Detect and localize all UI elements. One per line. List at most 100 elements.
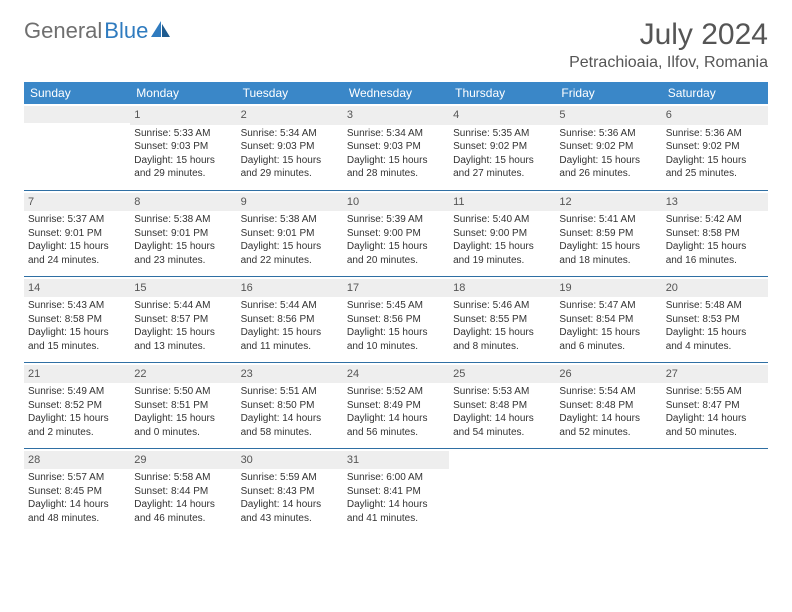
detail-line: and 46 minutes. — [134, 512, 232, 526]
day-details: Sunrise: 5:49 AMSunset: 8:52 PMDaylight:… — [28, 385, 126, 439]
calendar-week-row: 1Sunrise: 5:33 AMSunset: 9:03 PMDaylight… — [24, 104, 768, 190]
calendar-table: Sunday Monday Tuesday Wednesday Thursday… — [24, 82, 768, 534]
calendar-day-cell: 3Sunrise: 5:34 AMSunset: 9:03 PMDaylight… — [343, 104, 449, 190]
detail-line: Sunrise: 5:35 AM — [453, 127, 551, 141]
month-title: July 2024 — [569, 18, 768, 52]
calendar-day-cell: 14Sunrise: 5:43 AMSunset: 8:58 PMDayligh… — [24, 276, 130, 362]
detail-line: Sunrise: 5:38 AM — [134, 213, 232, 227]
detail-line: Sunset: 9:02 PM — [666, 140, 764, 154]
detail-line: Daylight: 15 hours — [453, 326, 551, 340]
detail-line: Sunrise: 5:40 AM — [453, 213, 551, 227]
day-details: Sunrise: 5:36 AMSunset: 9:02 PMDaylight:… — [666, 127, 764, 181]
detail-line: Daylight: 15 hours — [134, 240, 232, 254]
day-number: 21 — [24, 365, 130, 384]
detail-line: and 29 minutes. — [134, 167, 232, 181]
weekday-header: Tuesday — [237, 82, 343, 104]
calendar-day-cell: 7Sunrise: 5:37 AMSunset: 9:01 PMDaylight… — [24, 190, 130, 276]
detail-line: Sunset: 8:55 PM — [453, 313, 551, 327]
day-number: 31 — [343, 451, 449, 470]
day-details: Sunrise: 5:51 AMSunset: 8:50 PMDaylight:… — [241, 385, 339, 439]
detail-line: Daylight: 15 hours — [347, 154, 445, 168]
detail-line: Sunset: 9:03 PM — [241, 140, 339, 154]
day-number: 9 — [237, 193, 343, 212]
day-details: Sunrise: 5:59 AMSunset: 8:43 PMDaylight:… — [241, 471, 339, 525]
empty-day-header — [24, 106, 130, 123]
calendar-day-cell: 26Sunrise: 5:54 AMSunset: 8:48 PMDayligh… — [555, 362, 661, 448]
detail-line: Sunrise: 5:34 AM — [347, 127, 445, 141]
detail-line: Daylight: 15 hours — [453, 154, 551, 168]
detail-line: Sunset: 9:03 PM — [134, 140, 232, 154]
location-label: Petrachioaia, Ilfov, Romania — [569, 54, 768, 72]
calendar-day-cell: 21Sunrise: 5:49 AMSunset: 8:52 PMDayligh… — [24, 362, 130, 448]
day-number: 24 — [343, 365, 449, 384]
detail-line: Sunrise: 5:46 AM — [453, 299, 551, 313]
detail-line: and 10 minutes. — [347, 340, 445, 354]
detail-line: Sunrise: 5:52 AM — [347, 385, 445, 399]
logo-text-gray: General — [24, 18, 102, 44]
weekday-header: Friday — [555, 82, 661, 104]
detail-line: Sunrise: 5:36 AM — [666, 127, 764, 141]
day-number: 8 — [130, 193, 236, 212]
day-number: 10 — [343, 193, 449, 212]
detail-line: and 13 minutes. — [134, 340, 232, 354]
day-number: 2 — [237, 106, 343, 125]
calendar-day-cell: 1Sunrise: 5:33 AMSunset: 9:03 PMDaylight… — [130, 104, 236, 190]
detail-line: Sunrise: 5:47 AM — [559, 299, 657, 313]
detail-line: and 11 minutes. — [241, 340, 339, 354]
detail-line: and 50 minutes. — [666, 426, 764, 440]
detail-line: and 27 minutes. — [453, 167, 551, 181]
day-details: Sunrise: 6:00 AMSunset: 8:41 PMDaylight:… — [347, 471, 445, 525]
calendar-day-cell: 9Sunrise: 5:38 AMSunset: 9:01 PMDaylight… — [237, 190, 343, 276]
detail-line: Daylight: 15 hours — [241, 326, 339, 340]
day-details: Sunrise: 5:33 AMSunset: 9:03 PMDaylight:… — [134, 127, 232, 181]
detail-line: Sunrise: 5:41 AM — [559, 213, 657, 227]
day-number: 30 — [237, 451, 343, 470]
detail-line: Sunrise: 6:00 AM — [347, 471, 445, 485]
calendar-day-cell: 10Sunrise: 5:39 AMSunset: 9:00 PMDayligh… — [343, 190, 449, 276]
detail-line: and 56 minutes. — [347, 426, 445, 440]
day-number: 28 — [24, 451, 130, 470]
detail-line: Daylight: 15 hours — [453, 240, 551, 254]
detail-line: Daylight: 15 hours — [28, 240, 126, 254]
detail-line: and 6 minutes. — [559, 340, 657, 354]
calendar-day-cell: 24Sunrise: 5:52 AMSunset: 8:49 PMDayligh… — [343, 362, 449, 448]
calendar-page: GeneralBlue July 2024 Petrachioaia, Ilfo… — [0, 0, 792, 552]
detail-line: Sunrise: 5:33 AM — [134, 127, 232, 141]
day-details: Sunrise: 5:34 AMSunset: 9:03 PMDaylight:… — [241, 127, 339, 181]
calendar-day-cell: 13Sunrise: 5:42 AMSunset: 8:58 PMDayligh… — [662, 190, 768, 276]
day-number: 29 — [130, 451, 236, 470]
detail-line: Daylight: 15 hours — [666, 326, 764, 340]
calendar-day-cell: 18Sunrise: 5:46 AMSunset: 8:55 PMDayligh… — [449, 276, 555, 362]
calendar-day-cell: 8Sunrise: 5:38 AMSunset: 9:01 PMDaylight… — [130, 190, 236, 276]
day-details: Sunrise: 5:57 AMSunset: 8:45 PMDaylight:… — [28, 471, 126, 525]
day-number: 16 — [237, 279, 343, 298]
detail-line: Sunset: 8:50 PM — [241, 399, 339, 413]
day-number: 26 — [555, 365, 661, 384]
detail-line: Daylight: 15 hours — [134, 326, 232, 340]
detail-line: Daylight: 15 hours — [134, 412, 232, 426]
calendar-week-row: 28Sunrise: 5:57 AMSunset: 8:45 PMDayligh… — [24, 448, 768, 534]
calendar-header-row: Sunday Monday Tuesday Wednesday Thursday… — [24, 82, 768, 104]
day-details: Sunrise: 5:44 AMSunset: 8:57 PMDaylight:… — [134, 299, 232, 353]
calendar-day-cell: 15Sunrise: 5:44 AMSunset: 8:57 PMDayligh… — [130, 276, 236, 362]
calendar-day-cell — [555, 448, 661, 534]
detail-line: Sunrise: 5:55 AM — [666, 385, 764, 399]
calendar-day-cell: 19Sunrise: 5:47 AMSunset: 8:54 PMDayligh… — [555, 276, 661, 362]
detail-line: Sunset: 8:41 PM — [347, 485, 445, 499]
detail-line: Sunset: 8:48 PM — [559, 399, 657, 413]
detail-line: and 52 minutes. — [559, 426, 657, 440]
calendar-day-cell: 11Sunrise: 5:40 AMSunset: 9:00 PMDayligh… — [449, 190, 555, 276]
calendar-day-cell: 30Sunrise: 5:59 AMSunset: 8:43 PMDayligh… — [237, 448, 343, 534]
detail-line: and 43 minutes. — [241, 512, 339, 526]
detail-line: Sunset: 8:45 PM — [28, 485, 126, 499]
detail-line: and 15 minutes. — [28, 340, 126, 354]
day-number: 20 — [662, 279, 768, 298]
detail-line: Sunrise: 5:48 AM — [666, 299, 764, 313]
detail-line: and 41 minutes. — [347, 512, 445, 526]
day-details: Sunrise: 5:58 AMSunset: 8:44 PMDaylight:… — [134, 471, 232, 525]
calendar-day-cell: 28Sunrise: 5:57 AMSunset: 8:45 PMDayligh… — [24, 448, 130, 534]
detail-line: Sunset: 9:00 PM — [347, 227, 445, 241]
day-number: 12 — [555, 193, 661, 212]
detail-line: Daylight: 15 hours — [241, 240, 339, 254]
detail-line: Sunrise: 5:44 AM — [134, 299, 232, 313]
